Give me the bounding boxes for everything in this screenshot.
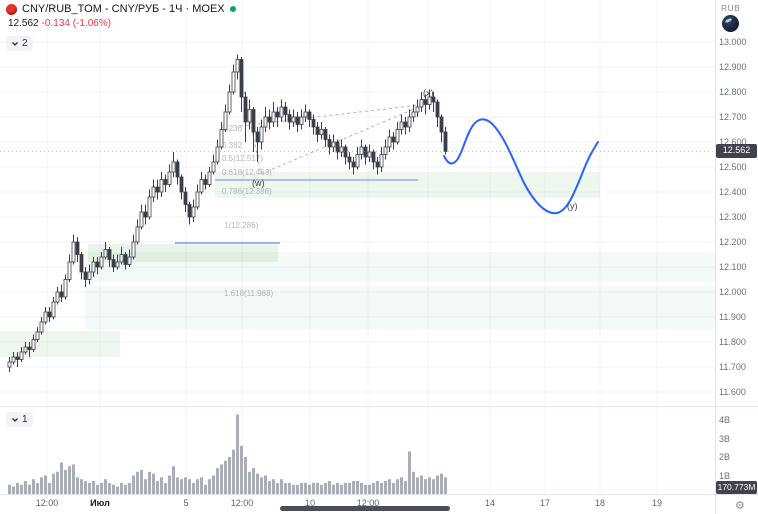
wave-label[interactable]: (x) bbox=[423, 88, 434, 98]
gridlines bbox=[0, 0, 715, 494]
support-zone-3[interactable] bbox=[85, 286, 715, 330]
time-axis-label: 12:00 bbox=[35, 498, 59, 508]
fib-label[interactable]: 0.786(12.386) bbox=[222, 187, 272, 196]
time-axis-label: 19 bbox=[651, 498, 663, 508]
fib-label[interactable]: 0.236 bbox=[222, 124, 243, 133]
time-axis-separator bbox=[0, 494, 758, 495]
volume-value-badge: 170.773M bbox=[716, 481, 757, 494]
pane-separator[interactable] bbox=[0, 406, 758, 407]
price-axis-label: 12.100 bbox=[719, 262, 747, 272]
level-lines bbox=[175, 179, 418, 244]
time-axis-label: 18 bbox=[594, 498, 606, 508]
wave-label[interactable]: (w) bbox=[252, 178, 265, 188]
price-axis-label: 13.000 bbox=[719, 37, 747, 47]
indicators-count: 2 bbox=[22, 38, 28, 49]
volume-pane-collapse-toggle[interactable]: 1 bbox=[6, 412, 33, 427]
price-axis-label: 11.800 bbox=[719, 337, 746, 347]
time-axis-label: 12:00 bbox=[230, 498, 254, 508]
legend-last-price: 12.562 bbox=[8, 18, 39, 29]
price-axis-label: 12.800 bbox=[719, 87, 747, 97]
price-axis-label: 11.600 bbox=[719, 387, 746, 397]
support-zones bbox=[0, 172, 715, 357]
instrument-logo-icon bbox=[6, 3, 17, 15]
settings-gear-icon[interactable]: ⚙ bbox=[735, 500, 745, 512]
time-axis-label: Июл bbox=[90, 498, 110, 508]
support-zone-1[interactable] bbox=[88, 244, 278, 262]
price-axis-label: 12.000 bbox=[719, 287, 747, 297]
golden-pocket-zone[interactable] bbox=[215, 172, 600, 198]
wave-labels: (w) (x) (y) bbox=[252, 88, 578, 211]
time-axis-label: 12:00 bbox=[356, 498, 380, 508]
indicators-collapse-toggle[interactable]: 2 bbox=[6, 36, 33, 51]
price-axis-label: 12.700 bbox=[719, 112, 747, 122]
legend-change: -0.134 (-1.06%) bbox=[41, 18, 112, 29]
price-axis-separator bbox=[715, 0, 716, 514]
price-axis-label: 12.400 bbox=[719, 187, 747, 197]
price-axis-label: 12.300 bbox=[719, 212, 747, 222]
price-axis-label: 12.200 bbox=[719, 237, 747, 247]
price-axis-label: 12.600 bbox=[719, 137, 747, 147]
chart-canvas: 0.236 0.382 0.5(12.517) 0.618(12.463) 0.786(… bbox=[0, 0, 715, 494]
price-axis-label: 12.900 bbox=[719, 62, 747, 72]
price-axis-label: 11.900 bbox=[719, 312, 746, 322]
price-axis-label: 11.700 bbox=[719, 362, 746, 372]
symbol-legend: CNY/RUB_TOM - CNY/РУБ - 1Ч · MOEX 12.562… bbox=[6, 3, 236, 29]
quote-currency-label[interactable]: RUB bbox=[721, 3, 741, 13]
volume-axis-label: 3B bbox=[719, 433, 731, 444]
wave-label[interactable]: (y) bbox=[567, 201, 578, 211]
volume-pane-count: 1 bbox=[22, 414, 28, 425]
symbol-title-row[interactable]: CNY/RUB_TOM - CNY/РУБ - 1Ч · MOEX bbox=[6, 3, 236, 15]
candlestick-series bbox=[7, 54, 448, 372]
dashed-connector[interactable] bbox=[260, 102, 429, 175]
fib-label[interactable]: 1.618(11.988) bbox=[224, 289, 274, 298]
fib-labels: 0.236 0.382 0.5(12.517) 0.618(12.463) 0.786(… bbox=[222, 124, 274, 298]
volume-axis-label: 4B bbox=[719, 415, 731, 425]
market-open-status-icon bbox=[229, 6, 236, 12]
time-axis-label: 17 bbox=[539, 498, 551, 508]
price-axis-label: 12.500 bbox=[719, 162, 747, 172]
time-axis-label: 5 bbox=[183, 498, 189, 508]
time-axis-label: 10 bbox=[304, 498, 316, 508]
volume-series bbox=[8, 414, 447, 494]
broker-logo-icon[interactable] bbox=[722, 15, 739, 32]
volume-axis-label: 2B bbox=[719, 452, 731, 462]
time-axis-label: 14 bbox=[484, 498, 496, 508]
volume-axis-label: 1B bbox=[719, 470, 731, 481]
price-axis[interactable]: 13.000 12.900 12.800 12.700 12.600 12.500 12.4… bbox=[715, 0, 758, 494]
fib-label[interactable]: 1(12.286) bbox=[224, 221, 259, 230]
time-axis[interactable]: 12:00 Июл 5 12:00 10 12:00 14 17 18 19 bbox=[0, 497, 715, 514]
symbol-title: CNY/RUB_TOM - CNY/РУБ - 1Ч · MOEX bbox=[22, 3, 225, 15]
fib-label[interactable]: 0.618(12.463) bbox=[222, 168, 272, 177]
support-zone-2[interactable] bbox=[85, 252, 715, 282]
last-price-badge: 12.562 bbox=[716, 144, 757, 158]
fib-label[interactable]: 0.382 bbox=[222, 141, 243, 150]
chevron-down-icon bbox=[12, 417, 18, 422]
fib-label[interactable]: 0.5(12.517) bbox=[222, 154, 263, 163]
projection-line-drawing[interactable] bbox=[443, 118, 599, 215]
horizontal-scrollbar[interactable] bbox=[280, 506, 450, 511]
price-row: 12.562 -0.134 (-1.06%) bbox=[8, 18, 236, 29]
chevron-down-icon bbox=[12, 41, 18, 46]
